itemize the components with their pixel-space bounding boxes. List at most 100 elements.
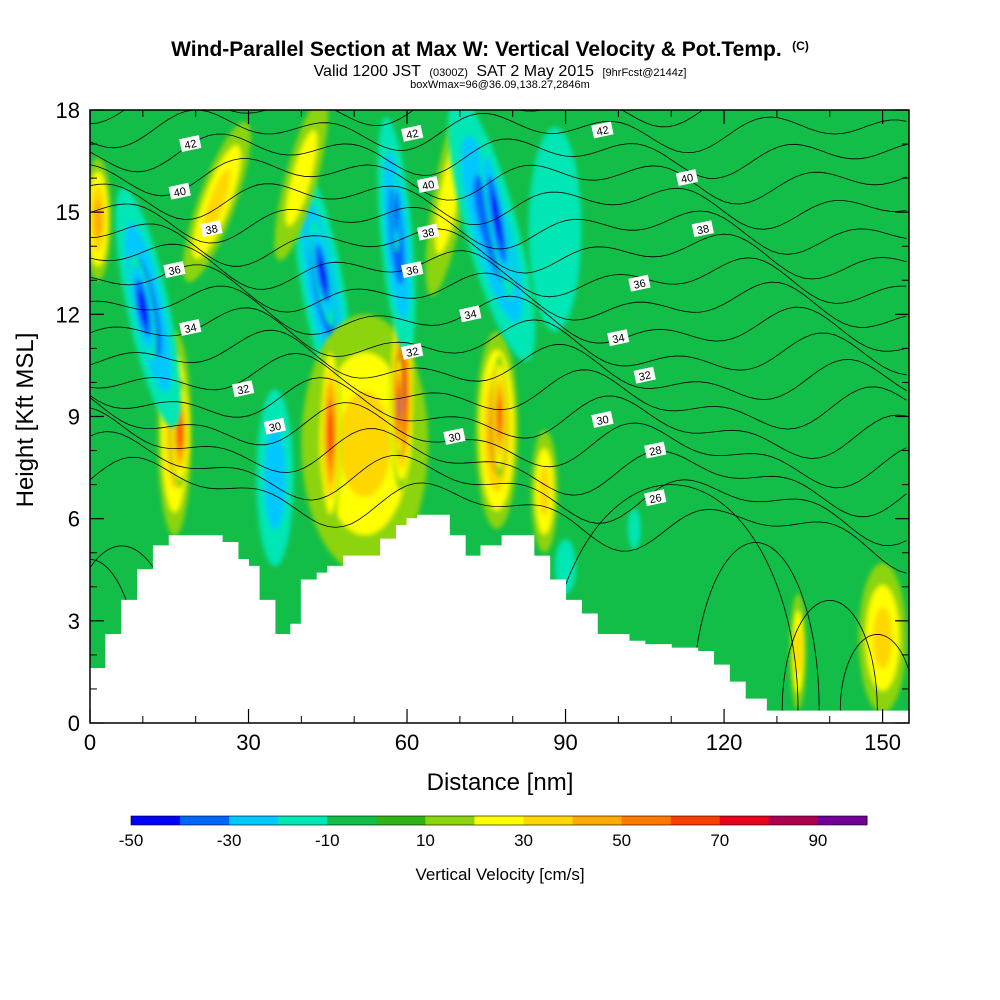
contour-label-text: 32: [638, 369, 652, 383]
velocity-cell: [394, 355, 404, 458]
y-tick-label: 9: [68, 405, 80, 430]
contour-label-text: 42: [596, 124, 610, 138]
velocity-cell: [627, 508, 641, 550]
vertical-velocity-field: [90, 110, 907, 713]
isentrope: [90, 183, 907, 230]
contour-label-text: 40: [173, 186, 187, 200]
velocity-cell: [790, 593, 806, 710]
isentrope: [90, 133, 907, 179]
contour-label: 34: [607, 329, 630, 347]
contour-label-text: 30: [596, 414, 610, 428]
velocity-level: [264, 426, 286, 530]
y-tick-label: 0: [68, 711, 80, 736]
isentrope: [90, 456, 907, 574]
colorbar-label: Vertical Velocity [cm/s]: [415, 865, 584, 884]
isentrope: [90, 397, 907, 489]
contour-label: 30: [263, 417, 286, 435]
x-tick-label: 120: [706, 730, 743, 755]
chart-subtitle-box: boxWmax=96@36.09,138.27,2846m: [410, 79, 590, 91]
colorbar-swatch: [474, 816, 525, 825]
contour-label-text: 28: [648, 444, 662, 458]
contour-label: 40: [168, 182, 191, 200]
isentrope: [90, 110, 816, 128]
contour-label-text: 30: [268, 421, 282, 435]
chart-subtitle: Valid 1200 JST (0300Z) SAT 2 May 2015 [9…: [314, 63, 687, 80]
velocity-level: [285, 130, 318, 227]
contour-label-text: 38: [421, 226, 435, 240]
x-tick-label: 0: [84, 730, 96, 755]
isentrope: [839, 634, 909, 723]
contour-label-bg: [443, 428, 466, 445]
contour-label-text: 38: [204, 223, 218, 237]
contour-label-text: 34: [463, 308, 477, 322]
contour-label-text: 40: [680, 172, 694, 186]
velocity-cell: [309, 219, 336, 328]
colorbar-tick-label: 10: [416, 831, 435, 850]
velocity-level: [93, 199, 103, 239]
contour-label-text: 40: [421, 179, 435, 193]
contour-label-bg: [416, 175, 440, 193]
colorbar-tick-label: 90: [808, 831, 827, 850]
velocity-level: [202, 168, 231, 235]
colorbar-tick-label: 50: [612, 831, 631, 850]
isentrope: [90, 243, 907, 304]
colorbar-swatch: [523, 816, 574, 825]
contour-label: 26: [644, 489, 667, 506]
isentrope: [90, 377, 907, 459]
colorbar-tick-label: 70: [710, 831, 729, 850]
velocity-level: [394, 199, 398, 226]
velocity-level: [338, 390, 391, 498]
colorbar-swatch: [180, 816, 230, 825]
colorbar-tick-label: -10: [315, 831, 340, 850]
contour-label: 34: [459, 305, 482, 323]
colorbar-swatch: [131, 816, 181, 825]
contour-label: 38: [416, 223, 440, 241]
velocity-cell: [319, 338, 341, 529]
velocity-cell: [256, 389, 294, 567]
isentrope: [90, 223, 907, 280]
y-tick-label: 12: [56, 302, 80, 327]
isentrope: [90, 329, 907, 401]
velocity-level: [328, 412, 333, 455]
contour-label-bg: [591, 121, 614, 139]
velocity-cell: [492, 355, 507, 478]
contour-label: 30: [591, 410, 614, 428]
velocity-level: [398, 398, 400, 414]
contour-label-bg: [401, 124, 424, 142]
colorbar-swatch: [621, 816, 672, 825]
colorbar-tick-label: 30: [514, 831, 533, 850]
contour-label-bg: [459, 305, 482, 323]
colorbar: -50 -30 -10 10 30 50 70 90: [119, 815, 868, 850]
contour-label-text: 38: [696, 223, 710, 237]
contour-label-bg: [644, 441, 667, 459]
velocity-cell: [858, 562, 907, 713]
contour-label: 30: [443, 428, 466, 445]
y-tick-label: 3: [68, 609, 80, 634]
isentrope: [90, 431, 907, 547]
contour-label: 42: [401, 124, 424, 142]
contour-label: 42: [591, 121, 614, 139]
velocity-cell: [479, 138, 514, 300]
isentrope: [90, 110, 907, 153]
contour-label-text: 32: [405, 346, 419, 360]
velocity-cell: [528, 127, 582, 332]
contour-label-bg: [628, 274, 651, 292]
contour-label-text: 36: [632, 278, 646, 292]
isentrope: [90, 307, 907, 376]
contour-label-bg: [607, 329, 630, 347]
contour-label-bg: [263, 417, 286, 435]
x-axis-label: Distance [nm]: [427, 769, 574, 796]
colorbar-swatch: [817, 816, 868, 825]
contour-label-text: 36: [168, 264, 182, 278]
contour-label-text: 30: [448, 431, 462, 445]
contour-label-bg: [401, 342, 424, 360]
velocity-level: [538, 466, 550, 517]
contour-label: 32: [401, 342, 424, 360]
contour-label-bg: [633, 366, 656, 384]
contour-label-bg: [231, 380, 255, 398]
velocity-cell: [90, 157, 112, 281]
contour-label-bg: [168, 182, 191, 200]
x-tick-label: 30: [236, 730, 260, 755]
contour-label-bg: [179, 319, 202, 336]
